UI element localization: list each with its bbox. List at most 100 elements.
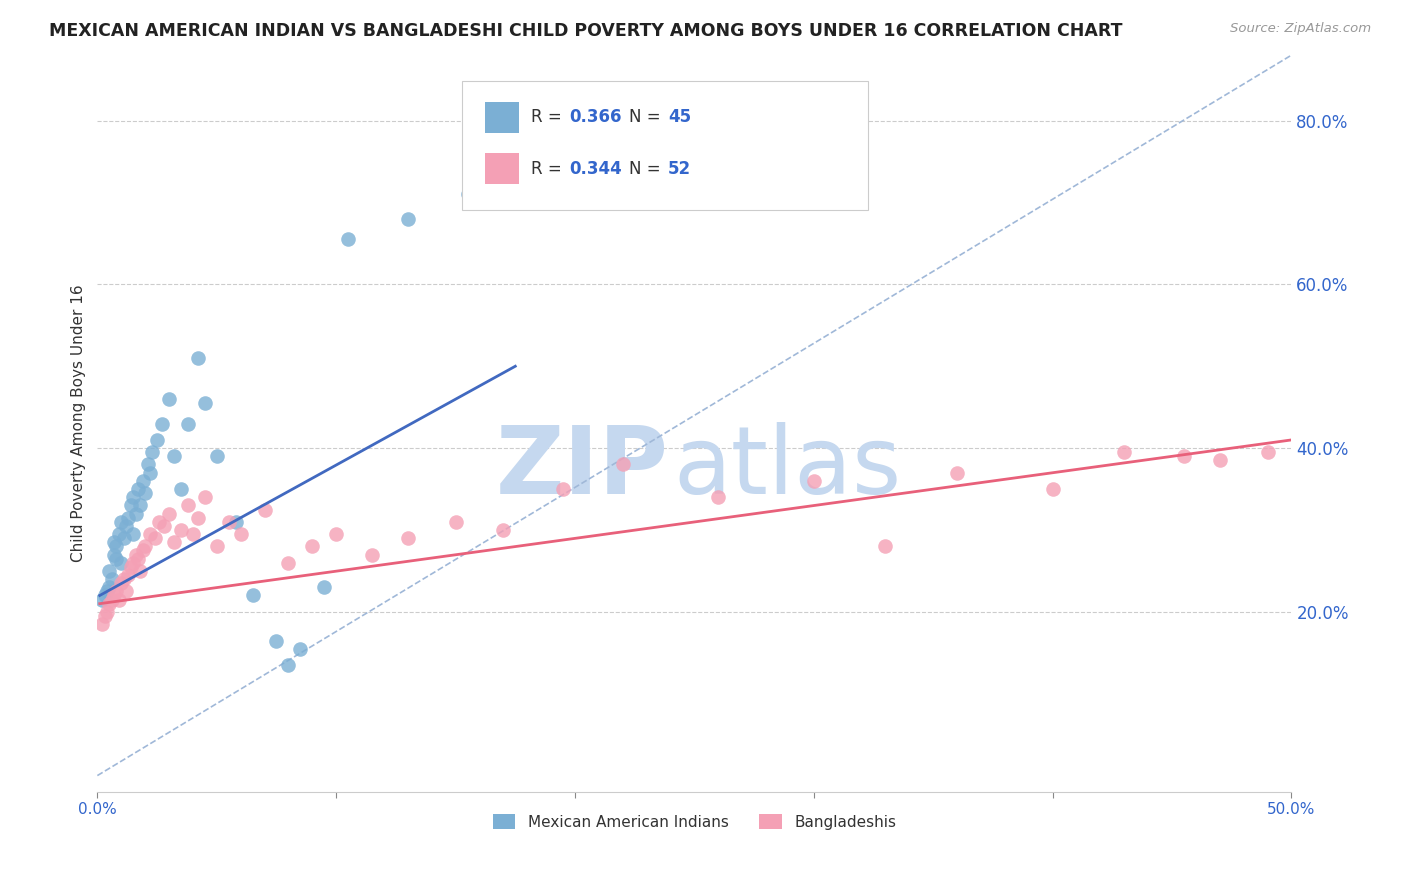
Point bbox=[91, 592, 114, 607]
Point bbox=[105, 584, 128, 599]
Point bbox=[946, 466, 969, 480]
Point bbox=[96, 605, 118, 619]
Point bbox=[444, 515, 467, 529]
Point bbox=[277, 658, 299, 673]
Point bbox=[127, 551, 149, 566]
Point bbox=[361, 548, 384, 562]
Point bbox=[98, 597, 121, 611]
Y-axis label: Child Poverty Among Boys Under 16: Child Poverty Among Boys Under 16 bbox=[72, 285, 86, 562]
Point bbox=[146, 433, 169, 447]
Point bbox=[1114, 445, 1136, 459]
Point bbox=[170, 523, 193, 537]
Text: N =: N = bbox=[628, 108, 665, 126]
Point bbox=[290, 641, 312, 656]
Point bbox=[314, 580, 336, 594]
Point bbox=[157, 392, 180, 406]
Point bbox=[103, 535, 125, 549]
Point bbox=[266, 633, 288, 648]
Point bbox=[205, 450, 228, 464]
Point bbox=[134, 486, 156, 500]
Point bbox=[551, 482, 574, 496]
Text: ZIP: ZIP bbox=[495, 422, 668, 514]
Point bbox=[103, 548, 125, 562]
Legend: Mexican American Indians, Bangladeshis: Mexican American Indians, Bangladeshis bbox=[486, 807, 903, 836]
Text: 0.344: 0.344 bbox=[569, 160, 621, 178]
Point bbox=[134, 540, 156, 554]
Point bbox=[612, 458, 634, 472]
Point bbox=[1173, 450, 1195, 464]
Point bbox=[163, 450, 186, 464]
Point bbox=[136, 458, 159, 472]
Point bbox=[1257, 445, 1279, 459]
Point bbox=[177, 417, 200, 431]
Point bbox=[242, 589, 264, 603]
Point bbox=[110, 576, 132, 591]
Point bbox=[163, 535, 186, 549]
Point bbox=[105, 551, 128, 566]
Point bbox=[803, 474, 825, 488]
Point bbox=[132, 543, 155, 558]
Point bbox=[277, 556, 299, 570]
Text: R =: R = bbox=[531, 108, 567, 126]
Point bbox=[127, 482, 149, 496]
Point bbox=[1209, 453, 1232, 467]
Point bbox=[205, 540, 228, 554]
Point bbox=[325, 527, 347, 541]
Point bbox=[153, 519, 176, 533]
Point bbox=[129, 499, 152, 513]
Point bbox=[120, 499, 142, 513]
Point bbox=[122, 490, 145, 504]
Point bbox=[93, 609, 115, 624]
Point bbox=[301, 540, 323, 554]
Point bbox=[225, 515, 247, 529]
Point bbox=[875, 540, 897, 554]
Text: N =: N = bbox=[628, 160, 665, 178]
Point bbox=[91, 617, 114, 632]
Point bbox=[141, 445, 163, 459]
Point bbox=[105, 540, 128, 554]
Point bbox=[103, 589, 125, 603]
Point bbox=[194, 490, 217, 504]
Point bbox=[124, 548, 146, 562]
Point bbox=[187, 510, 209, 524]
Point bbox=[139, 466, 162, 480]
Point bbox=[108, 527, 131, 541]
Point bbox=[229, 527, 252, 541]
Point bbox=[139, 527, 162, 541]
Point bbox=[457, 187, 479, 202]
Point bbox=[108, 592, 131, 607]
Point bbox=[115, 519, 138, 533]
Point bbox=[396, 531, 419, 545]
Point bbox=[110, 515, 132, 529]
Point bbox=[170, 482, 193, 496]
FancyBboxPatch shape bbox=[461, 81, 868, 210]
Bar bbox=[485, 153, 519, 184]
Point bbox=[157, 507, 180, 521]
Text: Source: ZipAtlas.com: Source: ZipAtlas.com bbox=[1230, 22, 1371, 36]
Point bbox=[112, 531, 135, 545]
Text: 52: 52 bbox=[668, 160, 692, 178]
Point bbox=[122, 556, 145, 570]
Text: atlas: atlas bbox=[673, 422, 901, 514]
Text: MEXICAN AMERICAN INDIAN VS BANGLADESHI CHILD POVERTY AMONG BOYS UNDER 16 CORRELA: MEXICAN AMERICAN INDIAN VS BANGLADESHI C… bbox=[49, 22, 1123, 40]
Point bbox=[187, 351, 209, 365]
Point bbox=[143, 531, 166, 545]
Point bbox=[110, 556, 132, 570]
Point bbox=[218, 515, 240, 529]
Point bbox=[117, 510, 139, 524]
Point bbox=[396, 211, 419, 226]
Point bbox=[122, 527, 145, 541]
Point bbox=[124, 507, 146, 521]
Point bbox=[129, 564, 152, 578]
Point bbox=[117, 568, 139, 582]
Point bbox=[98, 580, 121, 594]
Point bbox=[150, 417, 173, 431]
Point bbox=[707, 490, 730, 504]
Point bbox=[120, 559, 142, 574]
Point bbox=[93, 589, 115, 603]
Point bbox=[337, 232, 360, 246]
Point bbox=[96, 584, 118, 599]
Text: 45: 45 bbox=[668, 108, 692, 126]
Bar bbox=[485, 102, 519, 133]
Point bbox=[100, 572, 122, 586]
